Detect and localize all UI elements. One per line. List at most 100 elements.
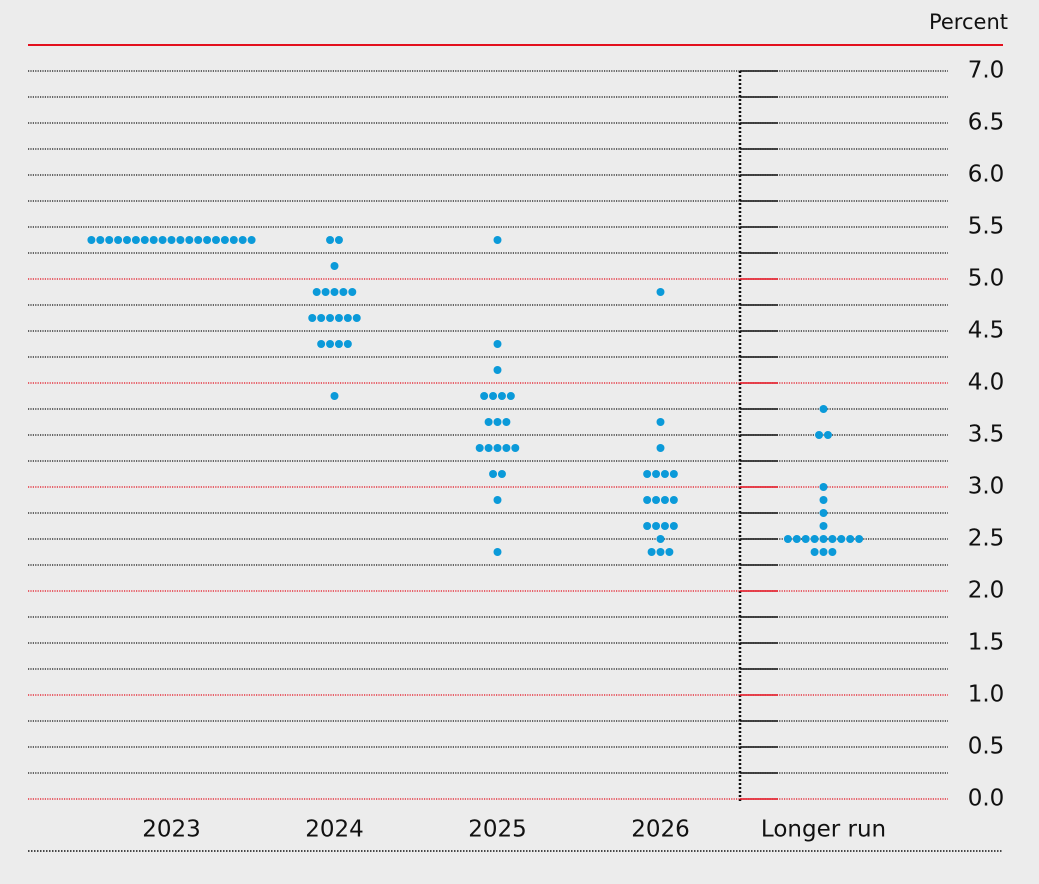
dot — [480, 392, 489, 400]
dot — [330, 262, 339, 270]
x-tick-label: 2023 — [142, 817, 201, 843]
dot — [212, 236, 220, 244]
dot — [855, 535, 864, 543]
y-tick-label: 3.5 — [968, 422, 1005, 448]
dot — [484, 418, 493, 426]
dot — [484, 444, 493, 452]
dot — [783, 535, 792, 543]
dot — [819, 483, 828, 491]
y-tick-label: 4.5 — [968, 318, 1005, 344]
dot — [819, 535, 828, 543]
dot — [665, 548, 674, 556]
dot — [194, 236, 203, 244]
dot — [185, 236, 194, 244]
dot — [828, 548, 837, 556]
dot — [656, 288, 665, 296]
dot — [238, 236, 247, 244]
x-tick-label: 2026 — [631, 817, 690, 843]
dot — [497, 470, 506, 478]
dot — [819, 548, 828, 556]
dot — [326, 236, 335, 244]
dot — [660, 470, 669, 478]
y-tick-label: 1.0 — [968, 682, 1005, 708]
dot — [489, 392, 498, 400]
dot — [828, 535, 837, 543]
dot — [330, 288, 339, 296]
dot — [105, 236, 114, 244]
dot — [158, 236, 167, 244]
y-tick-label: 6.0 — [968, 162, 1005, 188]
dot — [652, 496, 661, 504]
dot — [669, 470, 678, 478]
dot — [660, 496, 669, 504]
unit-label: Percent — [929, 10, 1008, 34]
dot — [656, 535, 665, 543]
dot — [87, 236, 96, 244]
dot — [326, 340, 335, 348]
y-tick-label: 6.5 — [968, 110, 1005, 136]
dot — [497, 392, 506, 400]
dot — [312, 288, 321, 296]
dot — [493, 444, 502, 452]
dot — [123, 236, 131, 244]
dot — [493, 366, 502, 374]
dot — [669, 496, 678, 504]
dot — [493, 418, 502, 426]
dot — [493, 496, 502, 504]
dot — [823, 431, 832, 439]
dot — [475, 444, 484, 452]
dot — [334, 236, 343, 244]
dot — [203, 236, 212, 244]
x-tick-label: Longer run — [761, 817, 886, 843]
dot — [247, 236, 256, 244]
y-tick-label: 3.0 — [968, 474, 1005, 500]
y-tick-label: 2.0 — [968, 578, 1005, 604]
dot — [330, 392, 339, 400]
dot — [837, 535, 846, 543]
dot — [669, 522, 678, 530]
dot — [334, 340, 343, 348]
dot — [96, 236, 105, 244]
dot — [643, 496, 652, 504]
dot — [810, 548, 819, 556]
dot — [149, 236, 158, 244]
y-tick-label: 5.5 — [968, 214, 1005, 240]
y-tick-label: 7.0 — [968, 58, 1005, 84]
dot — [343, 314, 352, 322]
dot — [352, 314, 361, 322]
y-tick-label: 4.0 — [968, 370, 1005, 396]
dot — [489, 470, 498, 478]
dot — [815, 431, 824, 439]
dot — [506, 392, 515, 400]
y-tick-label: 1.5 — [968, 630, 1005, 656]
dot — [801, 535, 810, 543]
dot — [348, 288, 357, 296]
dot — [308, 314, 317, 322]
y-tick-label: 5.0 — [968, 266, 1005, 292]
dot — [502, 418, 511, 426]
dot — [317, 314, 326, 322]
dot — [140, 236, 149, 244]
dot — [334, 314, 343, 322]
dot — [317, 340, 326, 348]
dot — [511, 444, 520, 452]
dot — [656, 444, 665, 452]
dot — [343, 340, 352, 348]
dot — [647, 548, 656, 556]
dot — [656, 548, 665, 556]
dot — [819, 522, 828, 530]
dot — [652, 470, 661, 478]
dot — [131, 236, 140, 244]
x-tick-label: 2024 — [305, 817, 364, 843]
y-tick-label: 0.0 — [968, 786, 1005, 812]
dot — [643, 470, 652, 478]
dot — [339, 288, 348, 296]
dot — [220, 236, 229, 244]
dot — [167, 236, 176, 244]
dot — [326, 314, 335, 322]
dot — [819, 405, 828, 413]
dot — [810, 535, 819, 543]
